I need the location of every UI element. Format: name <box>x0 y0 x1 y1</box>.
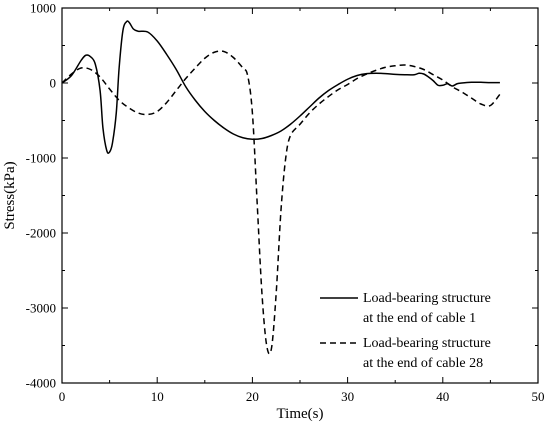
legend-label-2: Load-bearing structure <box>363 336 491 351</box>
x-tick-label: 10 <box>151 389 164 404</box>
series-layer <box>61 20 501 355</box>
plot-frame <box>61 7 539 384</box>
x-tick-label: 30 <box>341 389 354 404</box>
y-tick-label: -4000 <box>26 376 56 391</box>
legend: Load-bearing structure at the end of cabl… <box>320 291 491 371</box>
x-tick-label: 0 <box>59 389 66 404</box>
legend-label-2: at the end of cable 28 <box>363 356 483 371</box>
legend-label-1: at the end of cable 1 <box>363 311 476 326</box>
legend-label-1: Load-bearing structure <box>363 291 491 306</box>
series-line-1 <box>61 20 500 154</box>
x-tick-label: 40 <box>436 389 449 404</box>
x-tick-label: 20 <box>246 389 259 404</box>
axes-layer: 0 10 20 30 40 50 1000 0 -1000 -2000 -3000 -4000 <box>26 1 545 405</box>
series-line-2 <box>61 50 501 355</box>
x-tick-label: 50 <box>532 389 545 404</box>
plot-area <box>61 7 539 384</box>
y-axis-label: Stress(kPa) <box>2 161 18 229</box>
y-tick-label: 0 <box>50 76 57 91</box>
y-tick-label: -3000 <box>26 301 56 316</box>
y-tick-label: -2000 <box>26 226 56 241</box>
y-tick-label: 1000 <box>30 1 56 16</box>
x-axis-label: Time(s) <box>277 406 324 422</box>
y-tick-label: -1000 <box>26 151 56 166</box>
